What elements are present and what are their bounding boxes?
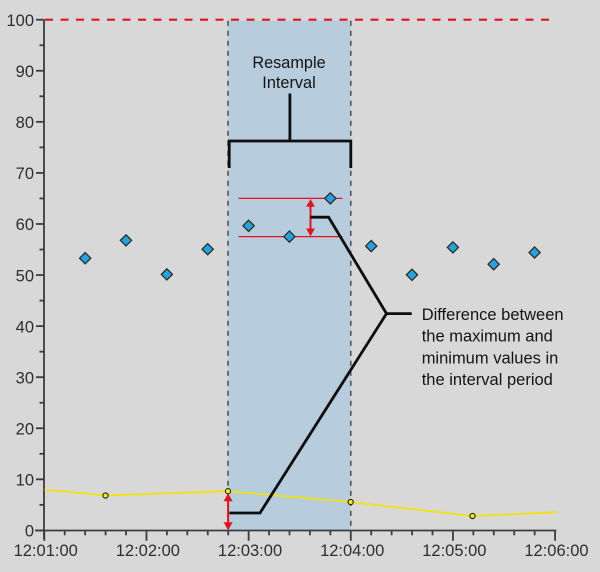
svg-text:12:03:00: 12:03:00 [218, 542, 282, 560]
svg-text:Interval: Interval [262, 74, 315, 92]
svg-text:50: 50 [16, 267, 34, 285]
svg-text:minimum values in: minimum values in [422, 350, 559, 368]
svg-text:30: 30 [16, 369, 34, 387]
svg-text:100: 100 [6, 12, 34, 30]
svg-text:60: 60 [16, 216, 34, 234]
svg-text:80: 80 [16, 114, 34, 132]
svg-text:12:02:00: 12:02:00 [116, 542, 180, 560]
svg-text:12:04:00: 12:04:00 [320, 542, 384, 560]
svg-text:0: 0 [25, 523, 34, 541]
svg-text:12:05:00: 12:05:00 [422, 542, 486, 560]
svg-text:90: 90 [16, 63, 34, 81]
svg-text:40: 40 [16, 318, 34, 336]
svg-text:Resample: Resample [252, 54, 325, 72]
svg-text:Difference between: Difference between [422, 306, 564, 324]
svg-text:20: 20 [16, 420, 34, 438]
svg-text:the maximum and: the maximum and [422, 328, 553, 346]
svg-text:12:01:00: 12:01:00 [14, 542, 78, 560]
svg-text:12:06:00: 12:06:00 [524, 542, 588, 560]
svg-text:the interval period: the interval period [422, 371, 553, 389]
svg-text:70: 70 [16, 165, 34, 183]
svg-text:10: 10 [16, 472, 34, 490]
